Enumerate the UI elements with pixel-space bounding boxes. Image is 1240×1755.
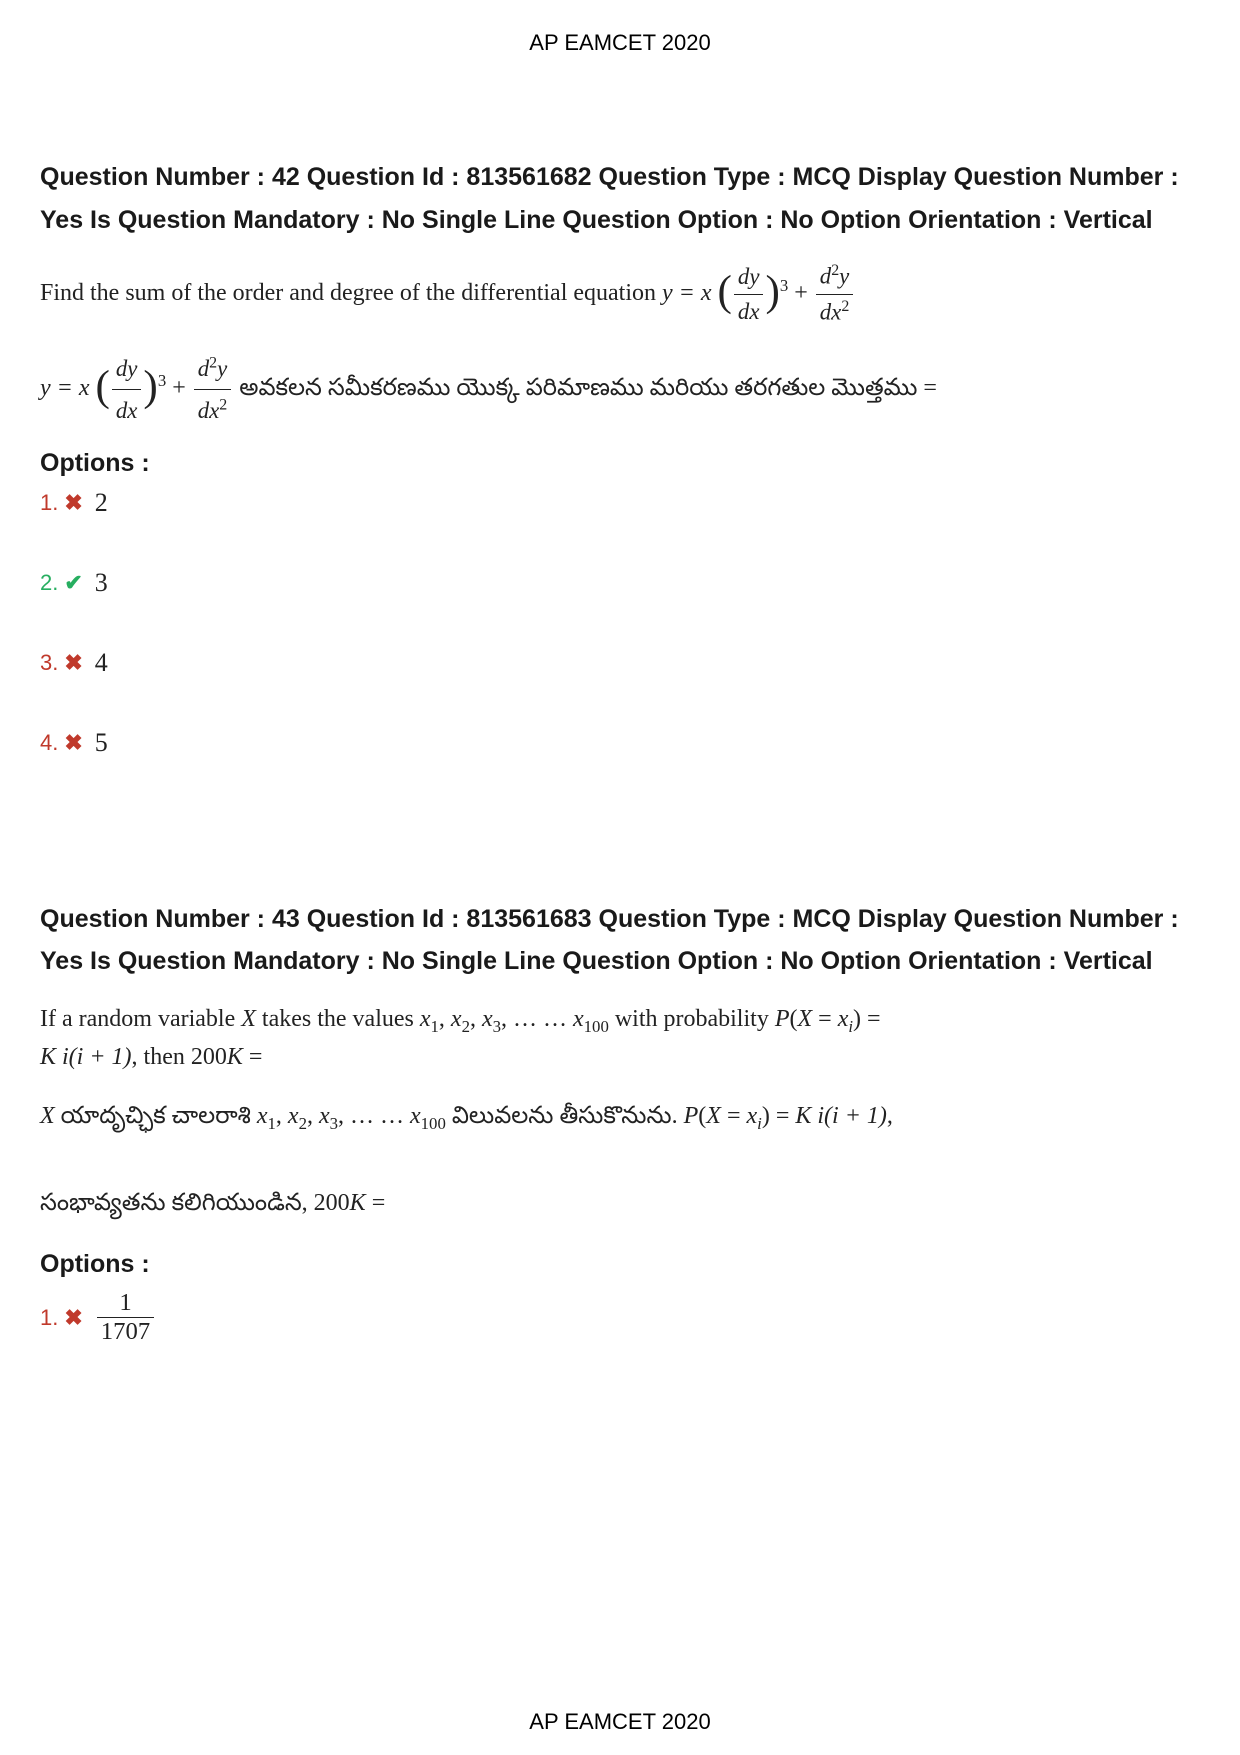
cross-icon: ✖ [64,490,82,516]
option-number: 3. [40,650,58,676]
page-header: AP EAMCET 2020 [40,30,1200,56]
option-row: 1. ✖ 2 [40,488,1200,518]
question-block-42: Question Number : 42 Question Id : 81356… [40,156,1200,758]
text: సంభావ్యతను కలిగియుండిన, [40,1190,314,1216]
question-text-prefix: Find the sum of the order and degree of … [40,280,662,306]
option-value: 4 [95,648,108,678]
text: విలువలను తీసుకొనును. [446,1103,684,1129]
question-block-43: Question Number : 43 Question Id : 81356… [40,898,1200,1346]
question-body-telugu: y = x (dydx)3 + d2ydx2 అవకలన సమీకరణము యొ… [40,348,1200,431]
text: takes the values [256,1006,420,1032]
page-footer: AP EAMCET 2020 [0,1709,1240,1735]
question-text-telugu-suffix: అవకలన సమీకరణము యొక్క పరిమాణము మరియు తరగత… [239,375,937,401]
text: with probability [609,1006,775,1032]
question-body-english: If a random variable X takes the values … [40,1001,1200,1075]
option-value: 2 [95,488,108,518]
question-body-telugu: X యాదృచ్ఛిక చాలరాశి x1, x2, x3, … … x100… [40,1095,1200,1225]
options-label: Options : [40,1250,1200,1279]
option-number: 1. [40,490,58,516]
k-expr: K i(i + 1) [795,1103,887,1129]
text: , then [132,1044,191,1070]
option-value: 3 [95,568,108,598]
check-icon: ✔ [64,570,82,596]
page: AP EAMCET 2020 Question Number : 42 Ques… [0,0,1240,1755]
option-row: 3. ✖ 4 [40,648,1200,678]
result-expr: 200K = [314,1190,386,1216]
option-number: 2. [40,570,58,596]
option-row: 2. ✔ 3 [40,568,1200,598]
equation-te: y = x [40,375,96,401]
cross-icon: ✖ [64,650,82,676]
cross-icon: ✖ [64,1305,82,1331]
option-number: 4. [40,730,58,756]
question-body-english: Find the sum of the order and degree of … [40,259,1200,330]
question-meta: Question Number : 42 Question Id : 81356… [40,156,1200,241]
k-expr: K i(i + 1) [40,1044,132,1070]
result-expr: 200K = [191,1044,263,1070]
frac-den: 1707 [97,1318,154,1346]
frac-num: 1 [97,1289,154,1318]
option-value: 5 [95,728,108,758]
options-label: Options : [40,449,1200,478]
question-meta: Question Number : 43 Question Id : 81356… [40,898,1200,983]
option-value: 11707 [95,1289,156,1346]
text: యాదృచ్ఛిక చాలరాశి [55,1103,257,1129]
option-row: 1. ✖ 11707 [40,1289,1200,1346]
cross-icon: ✖ [64,730,82,756]
equation-en: y = x [662,280,718,306]
text: If a random variable [40,1006,241,1032]
option-row: 4. ✖ 5 [40,728,1200,758]
option-number: 1. [40,1305,58,1331]
